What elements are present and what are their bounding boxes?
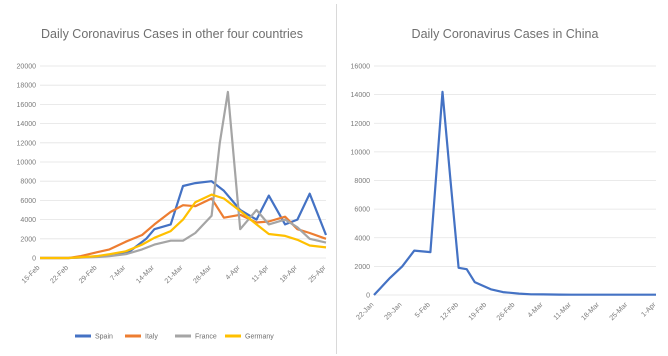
y-tick-label: 18000 [17, 83, 37, 90]
chart-divider [336, 4, 337, 354]
x-tick-label: 15-Feb [21, 264, 42, 285]
y-tick-label: 4000 [20, 217, 36, 224]
x-tick-label: 4-Mar [527, 301, 545, 319]
x-tick-label: 22-Feb [49, 264, 70, 285]
y-tick-label: 12000 [17, 140, 37, 147]
series-lines [373, 90, 656, 296]
y-tick-label: 0 [32, 256, 36, 263]
legend-label-spain: Spain [95, 334, 113, 341]
x-tick-label: 25-Apr [308, 264, 328, 284]
y-tick-label: 14000 [17, 121, 37, 128]
legend-label-germany: Germany [245, 334, 274, 341]
x-tick-label: 4-Apr [225, 264, 243, 282]
x-tick-label: 5-Feb [414, 301, 432, 319]
y-tick-label: 0 [366, 293, 370, 300]
x-tick-label: 18-Apr [279, 264, 299, 284]
x-tick-label: 7-Mar [109, 264, 127, 282]
x-tick-label: 14-Mar [135, 264, 156, 285]
y-tick-label: 8000 [20, 179, 36, 186]
series-line-france [40, 90, 327, 260]
legend-label-italy: Italy [145, 334, 158, 341]
x-tick-label: 1-Apr [640, 301, 658, 319]
series-line-germany [40, 193, 327, 260]
y-tick-label: 2000 [354, 264, 370, 271]
y-tick-label: 4000 [354, 235, 370, 242]
chart-other-four-countries: Daily Coronavirus Cases in other four co… [17, 27, 328, 341]
x-axis-ticks: 15-Feb 22-Feb 29-Feb 7-Mar 14-Mar 21-Mar 28-Ma… [21, 264, 328, 285]
y-tick-label: 6000 [354, 207, 370, 214]
x-tick-label: 18-Mar [580, 301, 601, 322]
y-tick-label: 8000 [354, 178, 370, 185]
y-tick-label: 10000 [351, 149, 371, 156]
chart-title: Daily Coronavirus Cases in China [412, 27, 599, 41]
y-tick-label: 2000 [20, 236, 36, 243]
x-tick-label: 28-Mar [192, 264, 213, 285]
chart-china: Daily Coronavirus Cases in China 0 2000 40… [351, 27, 658, 322]
y-tick-label: 20000 [17, 64, 37, 71]
x-tick-label: 11-Apr [251, 264, 271, 284]
x-axis-ticks: 22-Jan 29-Jan 5-Feb 12-Feb 19-Feb 26-Feb 4-Mar… [355, 301, 658, 322]
x-tick-label: 19-Feb [468, 301, 489, 322]
y-axis-ticks: 0 2000 4000 6000 8000 10000 12000 14000 16000 180… [17, 64, 37, 263]
y-tick-label: 12000 [351, 121, 371, 128]
gridlines [374, 65, 656, 296]
y-tick-label: 6000 [20, 198, 36, 205]
x-tick-label: 26-Feb [496, 301, 517, 322]
x-tick-label: 22-Jan [355, 301, 375, 321]
x-tick-label: 11-Mar [553, 301, 574, 322]
x-tick-label: 21-Mar [164, 264, 185, 285]
chart-title: Daily Coronavirus Cases in other four co… [41, 27, 303, 41]
legend-label-france: France [195, 334, 217, 341]
series-line-cases [373, 90, 656, 296]
x-tick-label: 25-Mar [609, 301, 630, 322]
y-axis-ticks: 0 2000 4000 6000 8000 10000 12000 14000 16000 [351, 64, 371, 300]
legend: Spain Italy France Germany [75, 334, 274, 341]
series-lines [40, 90, 328, 260]
y-tick-label: 16000 [351, 64, 371, 71]
y-tick-label: 14000 [351, 92, 371, 99]
y-tick-label: 10000 [17, 160, 37, 167]
x-tick-label: 29-Feb [78, 264, 99, 285]
y-tick-label: 16000 [17, 102, 37, 109]
series-line-italy [40, 197, 327, 260]
x-tick-label: 12-Feb [439, 301, 460, 322]
gridlines [40, 65, 326, 259]
x-tick-label: 29-Jan [384, 301, 404, 321]
